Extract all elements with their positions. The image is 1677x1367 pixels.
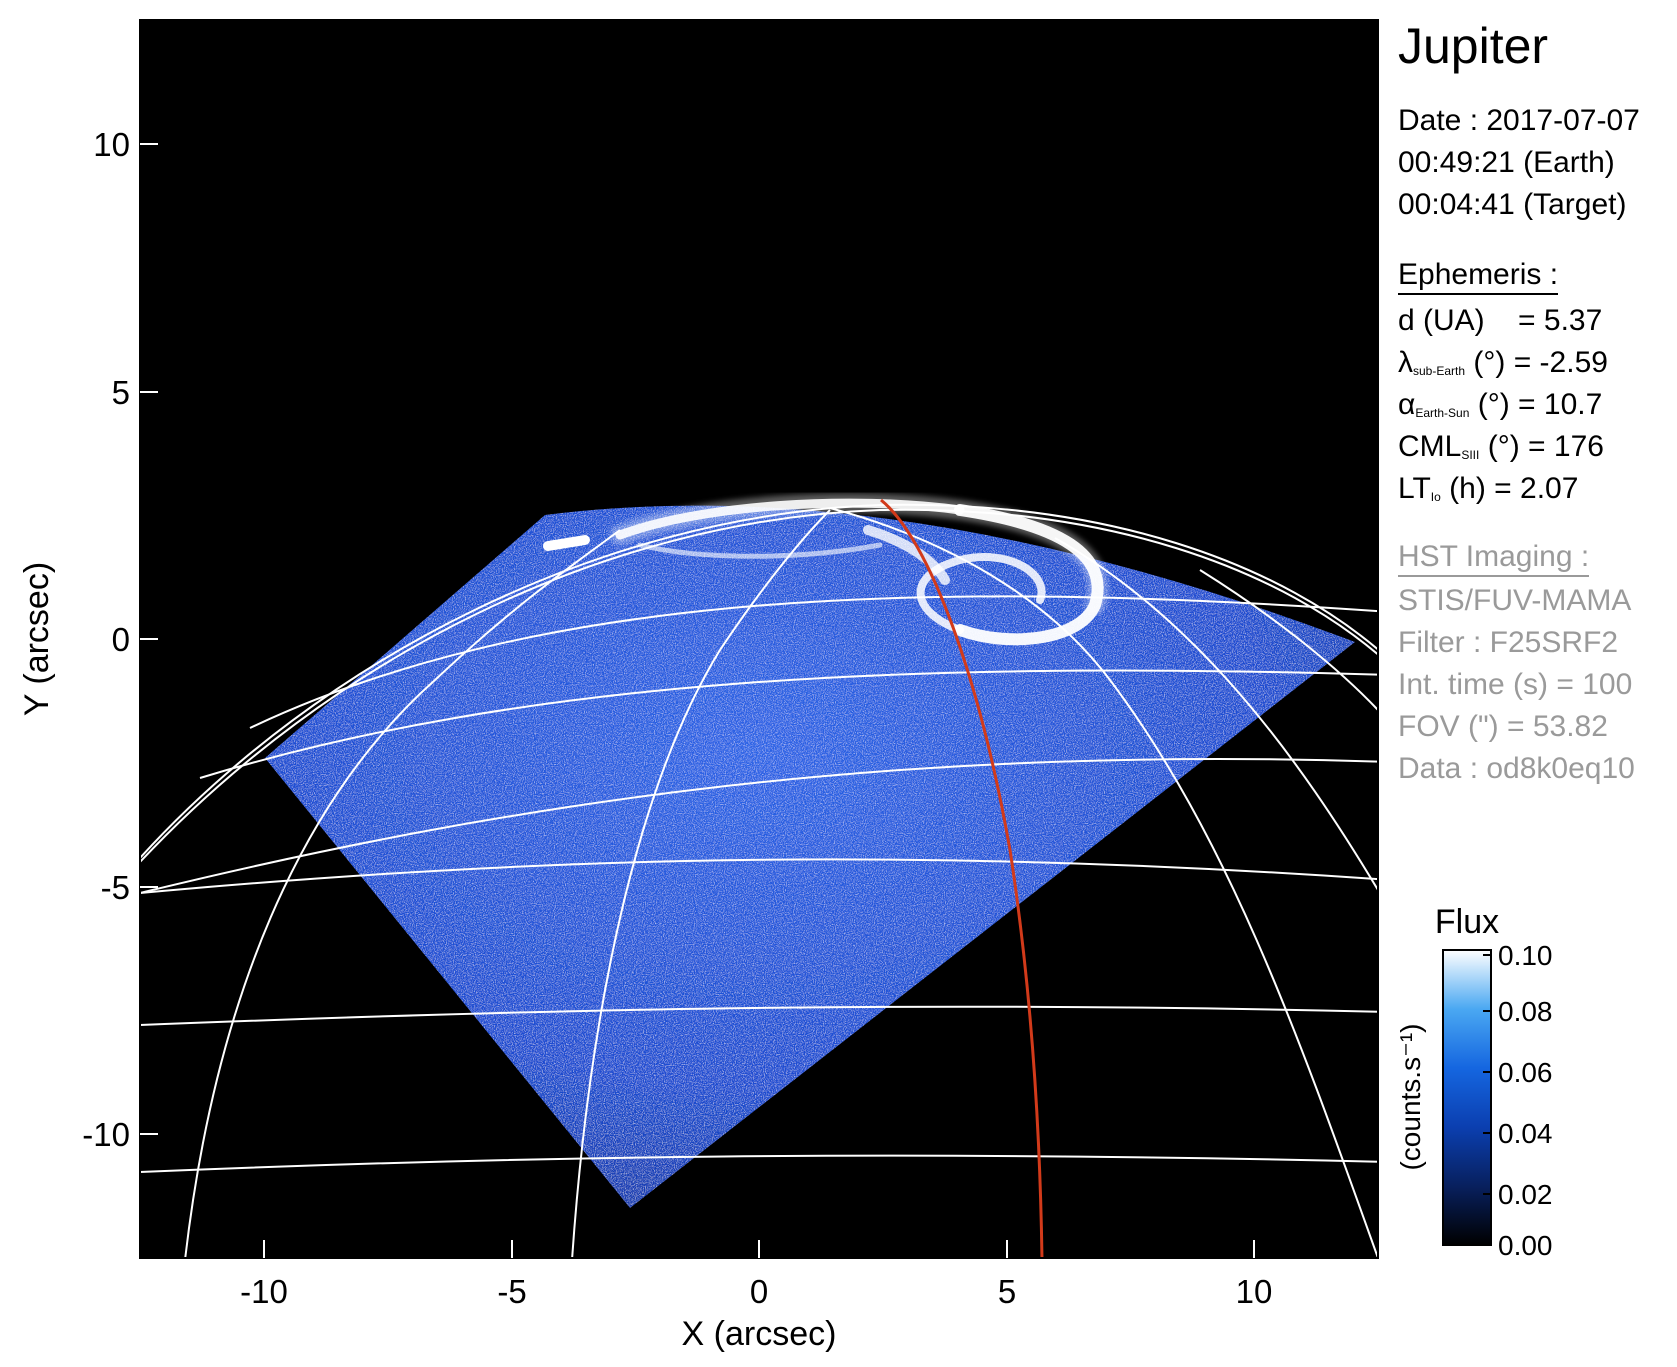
ephemeris-header-text: Ephemeris : <box>1398 258 1559 295</box>
sub-earth-unit: (°) <box>1473 346 1506 379</box>
colorbar-tick-label: 0.00 <box>1498 1230 1553 1261</box>
colorbar <box>1442 949 1492 1246</box>
observation-date: Date : 2017-07-07 <box>1398 104 1640 137</box>
x-tick-label: -10 <box>240 1273 288 1310</box>
observation-time-earth: 00:49:21 (Earth) <box>1398 146 1615 179</box>
imaging-header: HST Imaging : <box>1398 540 1590 577</box>
phase-angle-unit: (°) <box>1477 388 1510 421</box>
distance-row: d (UA) = 5.37 <box>1398 304 1602 338</box>
sub-earth-symbol: λ <box>1398 346 1413 379</box>
y-axis-ticks <box>140 143 158 1135</box>
x-axis-label: X (arcsec) <box>682 1315 837 1353</box>
colorbar-title: Flux <box>1435 903 1499 941</box>
instrument: STIS/FUV-MAMA <box>1398 584 1632 617</box>
ephemeris-header: Ephemeris : <box>1398 258 1559 295</box>
colorbar-unit-label: (counts.s⁻¹) <box>1395 1023 1426 1170</box>
planetographic-grid <box>140 503 1378 1258</box>
imaging-header-text: HST Imaging : <box>1398 540 1590 577</box>
colorbar-tick-label: 0.04 <box>1498 1118 1553 1149</box>
cml-row: CMLSIII (°) = 176 <box>1398 430 1604 472</box>
x-tick-label: 5 <box>998 1273 1016 1310</box>
dataset-id: Data : od8k0eq10 <box>1398 752 1635 785</box>
cml-value: = 176 <box>1528 430 1604 463</box>
x-tick-label: -5 <box>497 1273 526 1310</box>
filter: Filter : F25SRF2 <box>1398 626 1619 659</box>
y-tick-label: 5 <box>112 374 130 411</box>
sub-earth-latitude-row: λsub-Earth (°) = -2.59 <box>1398 346 1608 388</box>
phase-angle-symbol: α <box>1398 388 1416 421</box>
io-footprint-line <box>880 498 1044 1258</box>
observation-time-target: 00:04:41 (Target) <box>1398 188 1627 221</box>
y-tick-label: 0 <box>112 621 130 658</box>
x-tick-label: 0 <box>750 1273 768 1310</box>
field-of-view: FOV (") = 53.82 <box>1398 710 1608 743</box>
lt-io-row: LTIo (h) = 2.07 <box>1398 472 1578 514</box>
target-title: Jupiter <box>1398 18 1549 74</box>
disk-emission-region <box>265 505 1355 1208</box>
colorbar-tick-label: 0.06 <box>1498 1057 1553 1088</box>
sub-earth-value: = -2.59 <box>1513 346 1608 379</box>
colorbar-tick-label: 0.02 <box>1498 1179 1553 1210</box>
phase-angle-value: = 10.7 <box>1518 388 1603 421</box>
y-tick-label: 10 <box>93 126 130 163</box>
distance-value: = 5.37 <box>1518 304 1603 337</box>
sub-earth-subscript: sub-Earth <box>1413 364 1466 378</box>
lt-io-value: = 2.07 <box>1494 472 1579 505</box>
lt-io-unit: (h) <box>1449 472 1486 505</box>
y-tick-label: -10 <box>82 1116 130 1153</box>
x-axis-ticks <box>263 1240 1255 1258</box>
cml-symbol: CML <box>1398 430 1462 463</box>
y-axis-label: Y (arcsec) <box>18 562 56 716</box>
colorbar-tick-label: 0.08 <box>1498 996 1553 1027</box>
lt-io-symbol: LT <box>1398 472 1431 505</box>
y-tick-label: -5 <box>101 869 130 906</box>
lt-io-subscript: Io <box>1430 490 1441 504</box>
phase-angle-subscript: Earth-Sun <box>1415 406 1470 420</box>
colorbar-ticks <box>1483 954 1491 1246</box>
distance-label: d (UA) <box>1398 304 1485 337</box>
phase-angle-row: αEarth-Sun (°) = 10.7 <box>1398 388 1602 430</box>
cml-subscript: SIII <box>1461 448 1480 462</box>
cml-unit: (°) <box>1487 430 1520 463</box>
colorbar-tick-label: 0.10 <box>1498 940 1553 971</box>
integration-time: Int. time (s) = 100 <box>1398 668 1633 701</box>
x-tick-label: 10 <box>1236 1273 1273 1310</box>
